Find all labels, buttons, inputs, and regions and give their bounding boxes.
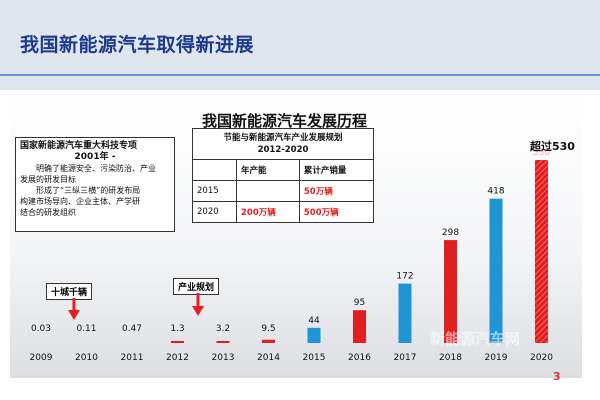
bar-2018 <box>444 240 457 343</box>
bar-2014 <box>262 339 275 343</box>
x-tick-label-2011: 2011 <box>121 353 144 363</box>
x-tick-label-2012: 2012 <box>166 353 189 363</box>
value-label-2016: 95 <box>354 298 365 308</box>
title-divider <box>0 74 600 76</box>
bar-2013 <box>216 341 230 343</box>
value-label-2018: 298 <box>442 228 459 238</box>
plan-table: 节能与新能源汽车产业发展规划 2012-2020 年产能 累计产销量 2015 … <box>191 128 375 223</box>
x-tick-label-2014: 2014 <box>257 353 280 363</box>
value-label-2010: 0.11 <box>76 324 96 334</box>
bar-2012 <box>171 341 184 343</box>
x-tick-label-2010: 2010 <box>75 353 98 363</box>
value-label-2014: 9.5 <box>261 324 275 334</box>
x-tick-label-2018: 2018 <box>439 353 462 363</box>
value-label-2019: 418 <box>487 187 504 197</box>
x-tick-label-2013: 2013 <box>212 353 235 363</box>
plan-header-line: 节能与新能源汽车产业发展规划 <box>223 133 343 143</box>
arrow-head-icon <box>192 306 204 316</box>
arrow-head-icon <box>68 310 80 320</box>
value-label-2017: 172 <box>396 272 413 282</box>
milestone-ten-cities: 十城千辆 <box>46 283 93 300</box>
program-line: 明确了能源安全、污染防治、产业 <box>36 164 156 173</box>
value-label-2015: 44 <box>308 316 320 326</box>
page-number: 3 <box>553 370 561 383</box>
bar-2020 <box>535 160 548 343</box>
program-line: 形成了“三纵三横”的研发布局 <box>36 186 141 195</box>
badge-over-530: 超过530 <box>530 140 575 153</box>
slide-title: 我国新能源汽车取得新进展 <box>20 34 255 56</box>
x-tick-label-2019: 2019 <box>485 353 508 363</box>
program-line: 发展的研发目标 <box>20 175 76 184</box>
milestone-industry-plan: 产业规划 <box>173 278 220 295</box>
value-label-2012: 1.3 <box>170 324 184 334</box>
x-tick-label-2020: 2020 <box>530 353 553 363</box>
plan-row-year: 2020 <box>191 201 238 223</box>
chart-title: 我国新能源汽车发展历程 <box>202 112 368 130</box>
bar-2015 <box>307 327 321 343</box>
plan-header-line: 2012-2020 <box>257 145 309 155</box>
x-tick-label-2016: 2016 <box>348 353 371 363</box>
program-line: 构建市场导向、企业主体、产学研 <box>20 197 140 206</box>
bar-2017 <box>398 283 412 343</box>
program-title: 国家新能源汽车重大科技专项 <box>20 141 138 151</box>
bar-2019 <box>489 198 503 343</box>
program-line: 结合的研发组织 <box>20 208 76 217</box>
value-label-2020: 530 <box>533 148 550 158</box>
value-label-2009: 0.03 <box>31 324 51 334</box>
value-label-2013: 3.2 <box>216 324 230 334</box>
watermark: 新能源汽车网 <box>430 330 521 348</box>
milestone-arrows <box>68 293 204 320</box>
x-tick-label-2009: 2009 <box>30 353 53 363</box>
bar-2016 <box>353 310 366 343</box>
x-tick-label-2017: 2017 <box>394 353 417 363</box>
program-year: 2001年 - <box>74 152 116 162</box>
program-box: 国家新能源汽车重大科技专项 2001年 - 明确了能源安全、污染防治、产业 发展… <box>15 137 175 232</box>
value-label-2011: 0.47 <box>122 324 142 334</box>
x-tick-label-2015: 2015 <box>303 353 326 363</box>
plan-row-cumulative: 500万辆 <box>298 201 375 223</box>
